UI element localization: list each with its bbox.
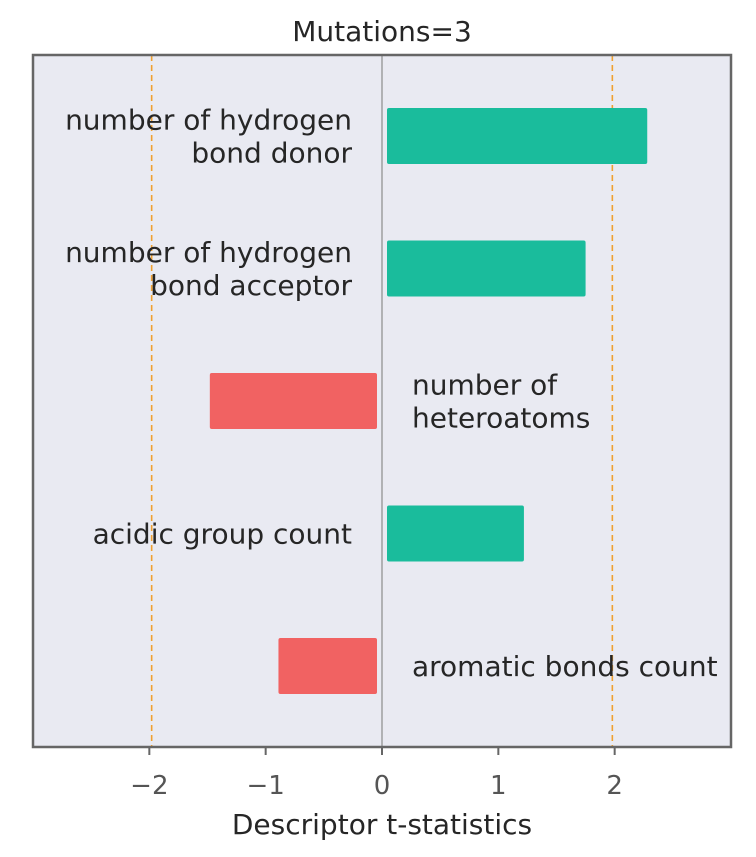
chart-title: Mutations=3 (292, 15, 472, 48)
category-label-3: number of heteroatoms (412, 369, 590, 435)
category-label-4: acidic group count (93, 518, 352, 551)
bar-1 (387, 108, 648, 164)
bar-4 (387, 505, 524, 562)
x-axis: −2 −1 0 1 2 (130, 747, 623, 801)
bar-5 (278, 638, 377, 694)
x-tick-label-5: 2 (606, 771, 623, 801)
bars-group (209, 108, 648, 694)
x-tick-label-2: −1 (247, 771, 285, 801)
threshold-lines (150, 55, 614, 747)
x-tick-label-4: 1 (490, 771, 507, 801)
bar-3 (209, 373, 377, 429)
category-label-1: number of hydrogen bond donor (65, 104, 352, 170)
x-tick-label-3: 0 (374, 771, 391, 801)
category-labels: number of hydrogen bond donor number of hy… (65, 104, 718, 684)
category-label-2: number of hydrogen bond acceptor (65, 236, 352, 302)
x-axis-label: Descriptor t-statistics (232, 808, 532, 841)
bar-2 (387, 240, 586, 297)
category-label-5: aromatic bonds count (412, 650, 718, 683)
x-tick-label-1: −2 (130, 771, 168, 801)
